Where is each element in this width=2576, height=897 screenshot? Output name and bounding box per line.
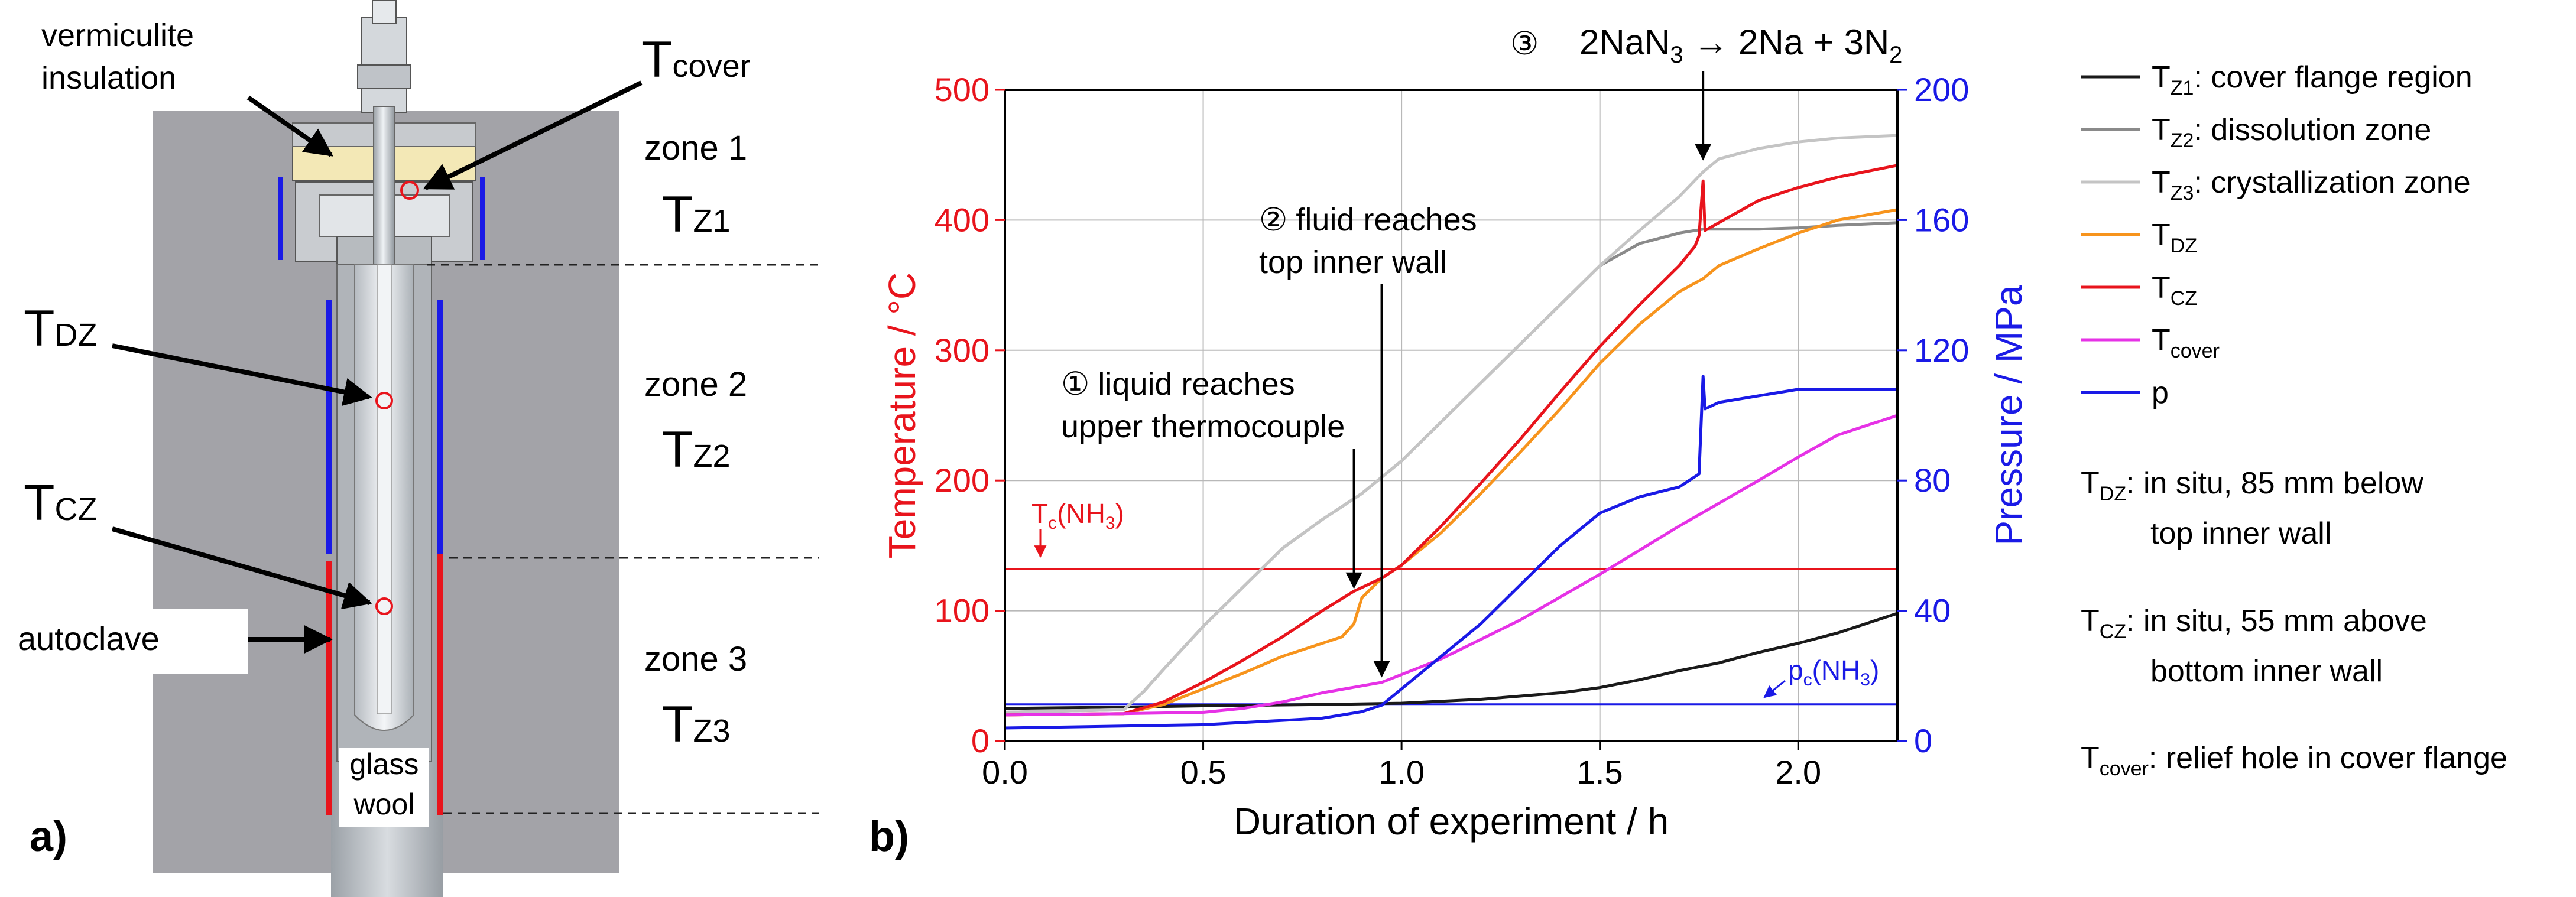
- pc-nh3-arrow: [1763, 680, 1786, 698]
- series-line-3: [1005, 208, 1897, 717]
- zone-3-label: zone 3: [644, 640, 747, 678]
- heater-zone2-right-blue: [437, 300, 443, 554]
- annotation-1-line2: upper thermocouple: [1061, 409, 1345, 444]
- arrow-t-cz: [111, 526, 372, 610]
- y2-tick-label: 200: [1914, 71, 1969, 108]
- y-tick-label: 100: [935, 592, 989, 629]
- arrow-t-cover: [423, 80, 643, 190]
- y-tick-label: 300: [935, 332, 989, 369]
- chart-series: [1005, 134, 1897, 730]
- chart-grid: [1004, 89, 1897, 742]
- valve-stem: [372, 0, 397, 24]
- annotation-2-line1: ② fluid reaches: [1259, 202, 1477, 238]
- sensor-cz-marker: [375, 597, 393, 615]
- t-cover-label: Tcover: [641, 31, 751, 88]
- legend-label: TCZ: [2152, 271, 2197, 310]
- series-line-6: [1005, 375, 1897, 730]
- y-tick-label: 0: [971, 722, 989, 759]
- legend-label: TZ1: cover flange region: [2152, 60, 2473, 99]
- heater-zone3-left: [326, 561, 332, 815]
- panel-a-label: a): [30, 813, 67, 860]
- legend-note-cover-line1: Tcover: relief hole in cover flange: [2081, 741, 2507, 780]
- annotation-3-symbol: ③: [1510, 26, 1539, 61]
- series-line-1: [1005, 221, 1897, 714]
- heater-zone1-right: [480, 177, 485, 260]
- series-line-5: [1005, 414, 1897, 717]
- y2-tick-label: 160: [1914, 201, 1969, 238]
- heater-zone1-left: [278, 177, 283, 260]
- glass-wool-box: [339, 748, 429, 827]
- zone-2-temp: TZ2: [662, 421, 731, 478]
- y-tick-label: 500: [935, 71, 989, 108]
- chart-legend: TZ1: cover flange region TZ2: dissolution…: [2081, 60, 2473, 410]
- autoclave-label: autoclave: [18, 620, 160, 657]
- zone-1-label: zone 1: [644, 129, 747, 167]
- tc-nh3-label: Tc(NH3): [1031, 498, 1124, 533]
- sensor-dz-marker: [375, 392, 393, 410]
- y2-tick-label: 40: [1914, 592, 1951, 629]
- t-dz-label: TDZ: [24, 300, 98, 357]
- heater-zone3-right: [437, 300, 443, 815]
- thermocouple-rod: [373, 106, 395, 272]
- arrow-t-dz: [112, 343, 372, 407]
- x-tick-label: 1.0: [1378, 753, 1425, 791]
- sensor-cover-marker: [400, 181, 419, 200]
- zone-1-temp: TZ1: [662, 186, 731, 243]
- zone-3-temp: TZ3: [662, 696, 731, 753]
- reference-lines: [1005, 568, 1897, 706]
- x-tick-label: 0.5: [1180, 753, 1227, 791]
- x-tick-label: 2.0: [1775, 753, 1821, 791]
- vermiculite-label-2: insulation: [41, 60, 176, 96]
- valve-nut: [357, 64, 411, 89]
- y-tick-label: 200: [935, 462, 989, 499]
- y-ticks-right: 0 40 80 120 160 200: [1897, 71, 1969, 759]
- legend-label: TZ2: dissolution zone: [2152, 113, 2431, 152]
- t-cz-label: TCZ: [24, 474, 98, 531]
- vermiculite-label-1: vermiculite: [41, 18, 194, 53]
- y-axis-label-left: Temperature / °C: [881, 272, 923, 558]
- series-line-2: [1005, 134, 1897, 714]
- y-tick-label: 400: [935, 201, 989, 238]
- legend-note-cz-line1: TCZ: in situ, 55 mm above: [2081, 604, 2427, 643]
- legend-label: Tcover: [2152, 323, 2220, 362]
- inner-rod: [377, 264, 392, 714]
- x-axis-label: Duration of experiment / h: [1234, 800, 1669, 843]
- y-ticks-left: 0 100 200 300 400 500: [935, 71, 1005, 759]
- annotation-1-line1: ① liquid reaches: [1061, 366, 1295, 402]
- y2-tick-label: 80: [1914, 462, 1951, 499]
- y2-tick-label: 120: [1914, 332, 1969, 369]
- legend-note-dz-line2: top inner wall: [2150, 516, 2331, 551]
- zone-2-label: zone 2: [644, 365, 747, 404]
- legend-notes: TDZ: in situ, 85 mm below top inner wall…: [2081, 466, 2507, 780]
- glass-wool-label-1: glass: [350, 748, 419, 781]
- y2-tick-label: 0: [1914, 722, 1932, 759]
- legend-note-dz-line1: TDZ: in situ, 85 mm below: [2081, 466, 2423, 505]
- autoclave-label-bg: [0, 609, 248, 674]
- heater-zone2-left: [326, 300, 332, 554]
- plot-frame: [1004, 89, 1899, 742]
- legend-label: TDZ: [2152, 218, 2197, 257]
- legend-note-cz-line2: bottom inner wall: [2150, 654, 2383, 688]
- series-line-4: [1005, 164, 1897, 717]
- arrow-vermiculite: [246, 95, 333, 157]
- panel-a: glass wool vermiculite insulation Tcover…: [0, 0, 819, 897]
- annotation-3-reaction: 2NaN3 → 2Na + 3N2: [1579, 22, 1902, 68]
- panel-b: 0.0 0.5 1.0 1.5 2.0 0 100 200 300 400 500 0 40 80 12…: [869, 22, 2030, 860]
- legend-label: TZ3: crystallization zone: [2152, 165, 2471, 204]
- x-tick-label: 0.0: [982, 753, 1028, 791]
- glass-wool-label-2: wool: [353, 788, 415, 821]
- annotation-2-line2: top inner wall: [1259, 245, 1447, 280]
- x-ticks: 0.0 0.5 1.0 1.5 2.0: [982, 741, 1821, 791]
- panel-b-label: b): [869, 813, 909, 860]
- y-axis-label-right: Pressure / MPa: [1987, 285, 2030, 545]
- legend-label: p: [2152, 376, 2169, 410]
- x-tick-label: 1.5: [1577, 753, 1623, 791]
- pc-nh3-label: pc(NH3): [1788, 655, 1879, 690]
